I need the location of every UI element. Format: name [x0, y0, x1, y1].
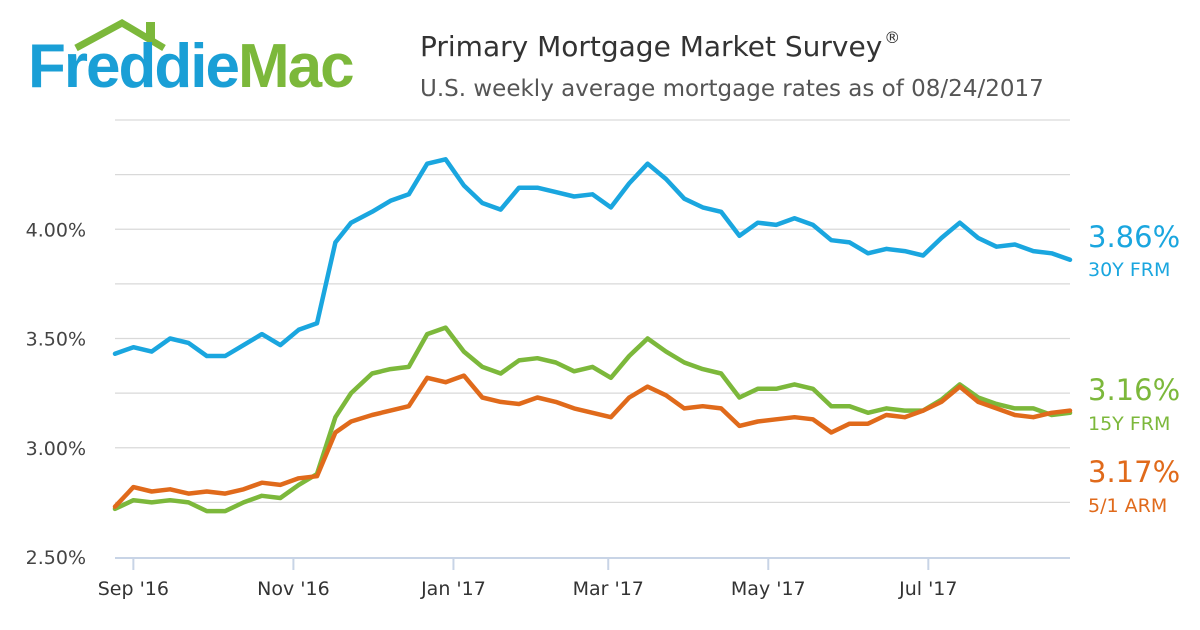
end-value-5-1-arm: 3.17% — [1088, 455, 1180, 489]
registered-mark: ® — [884, 28, 901, 47]
series-line-30y-frm — [112, 157, 1073, 359]
series-line-5-1-arm — [112, 373, 1073, 509]
x-tick-label: Jul '17 — [898, 578, 957, 600]
x-tick-label: May '17 — [731, 578, 806, 600]
series-line-15y-frm — [112, 325, 1073, 514]
y-tick-label: 4.00% — [26, 219, 86, 241]
end-value-15y-frm: 3.16% — [1088, 373, 1180, 407]
y-tick-label: 3.00% — [26, 438, 86, 460]
y-tick-label: 3.50% — [26, 329, 86, 351]
x-tick-label: Sep '16 — [98, 578, 169, 600]
chart-title: Primary Mortgage Market Survey ® — [420, 28, 901, 63]
end-name-5-1-arm: 5/1 ARM — [1088, 495, 1167, 517]
chart-title-text: Primary Mortgage Market Survey — [420, 30, 883, 63]
chart-subtitle: U.S. weekly average mortgage rates as of… — [420, 76, 1044, 102]
y-axis-ticks: 2.50% 3.00% 3.50% 4.00% — [26, 219, 86, 569]
logo-freddie: Freddie — [28, 32, 240, 101]
logo-mac: Mac — [237, 32, 355, 101]
x-tick-label: Nov '16 — [257, 578, 330, 600]
series-lines — [112, 157, 1073, 514]
y-tick-label: 2.50% — [26, 547, 86, 569]
x-tick-label: Jan '17 — [420, 578, 486, 600]
x-axis: Sep '16 Nov '16 Jan '17 Mar '17 May '17 Jul '… — [98, 557, 1070, 600]
logo-wordmark: FreddieMac — [28, 36, 355, 98]
freddie-mac-logo: FreddieMac — [28, 18, 378, 108]
grid-lines — [115, 119, 1070, 503]
end-labels: 3.86% 30Y FRM 3.16% 15Y FRM 3.17% 5/1 ARM — [1088, 220, 1180, 517]
house-roof-icon — [74, 18, 166, 52]
end-name-30y-frm: 30Y FRM — [1088, 259, 1170, 281]
x-tick-label: Mar '17 — [573, 578, 644, 600]
end-value-30y-frm: 3.86% — [1088, 220, 1180, 254]
end-name-15y-frm: 15Y FRM — [1088, 413, 1170, 435]
